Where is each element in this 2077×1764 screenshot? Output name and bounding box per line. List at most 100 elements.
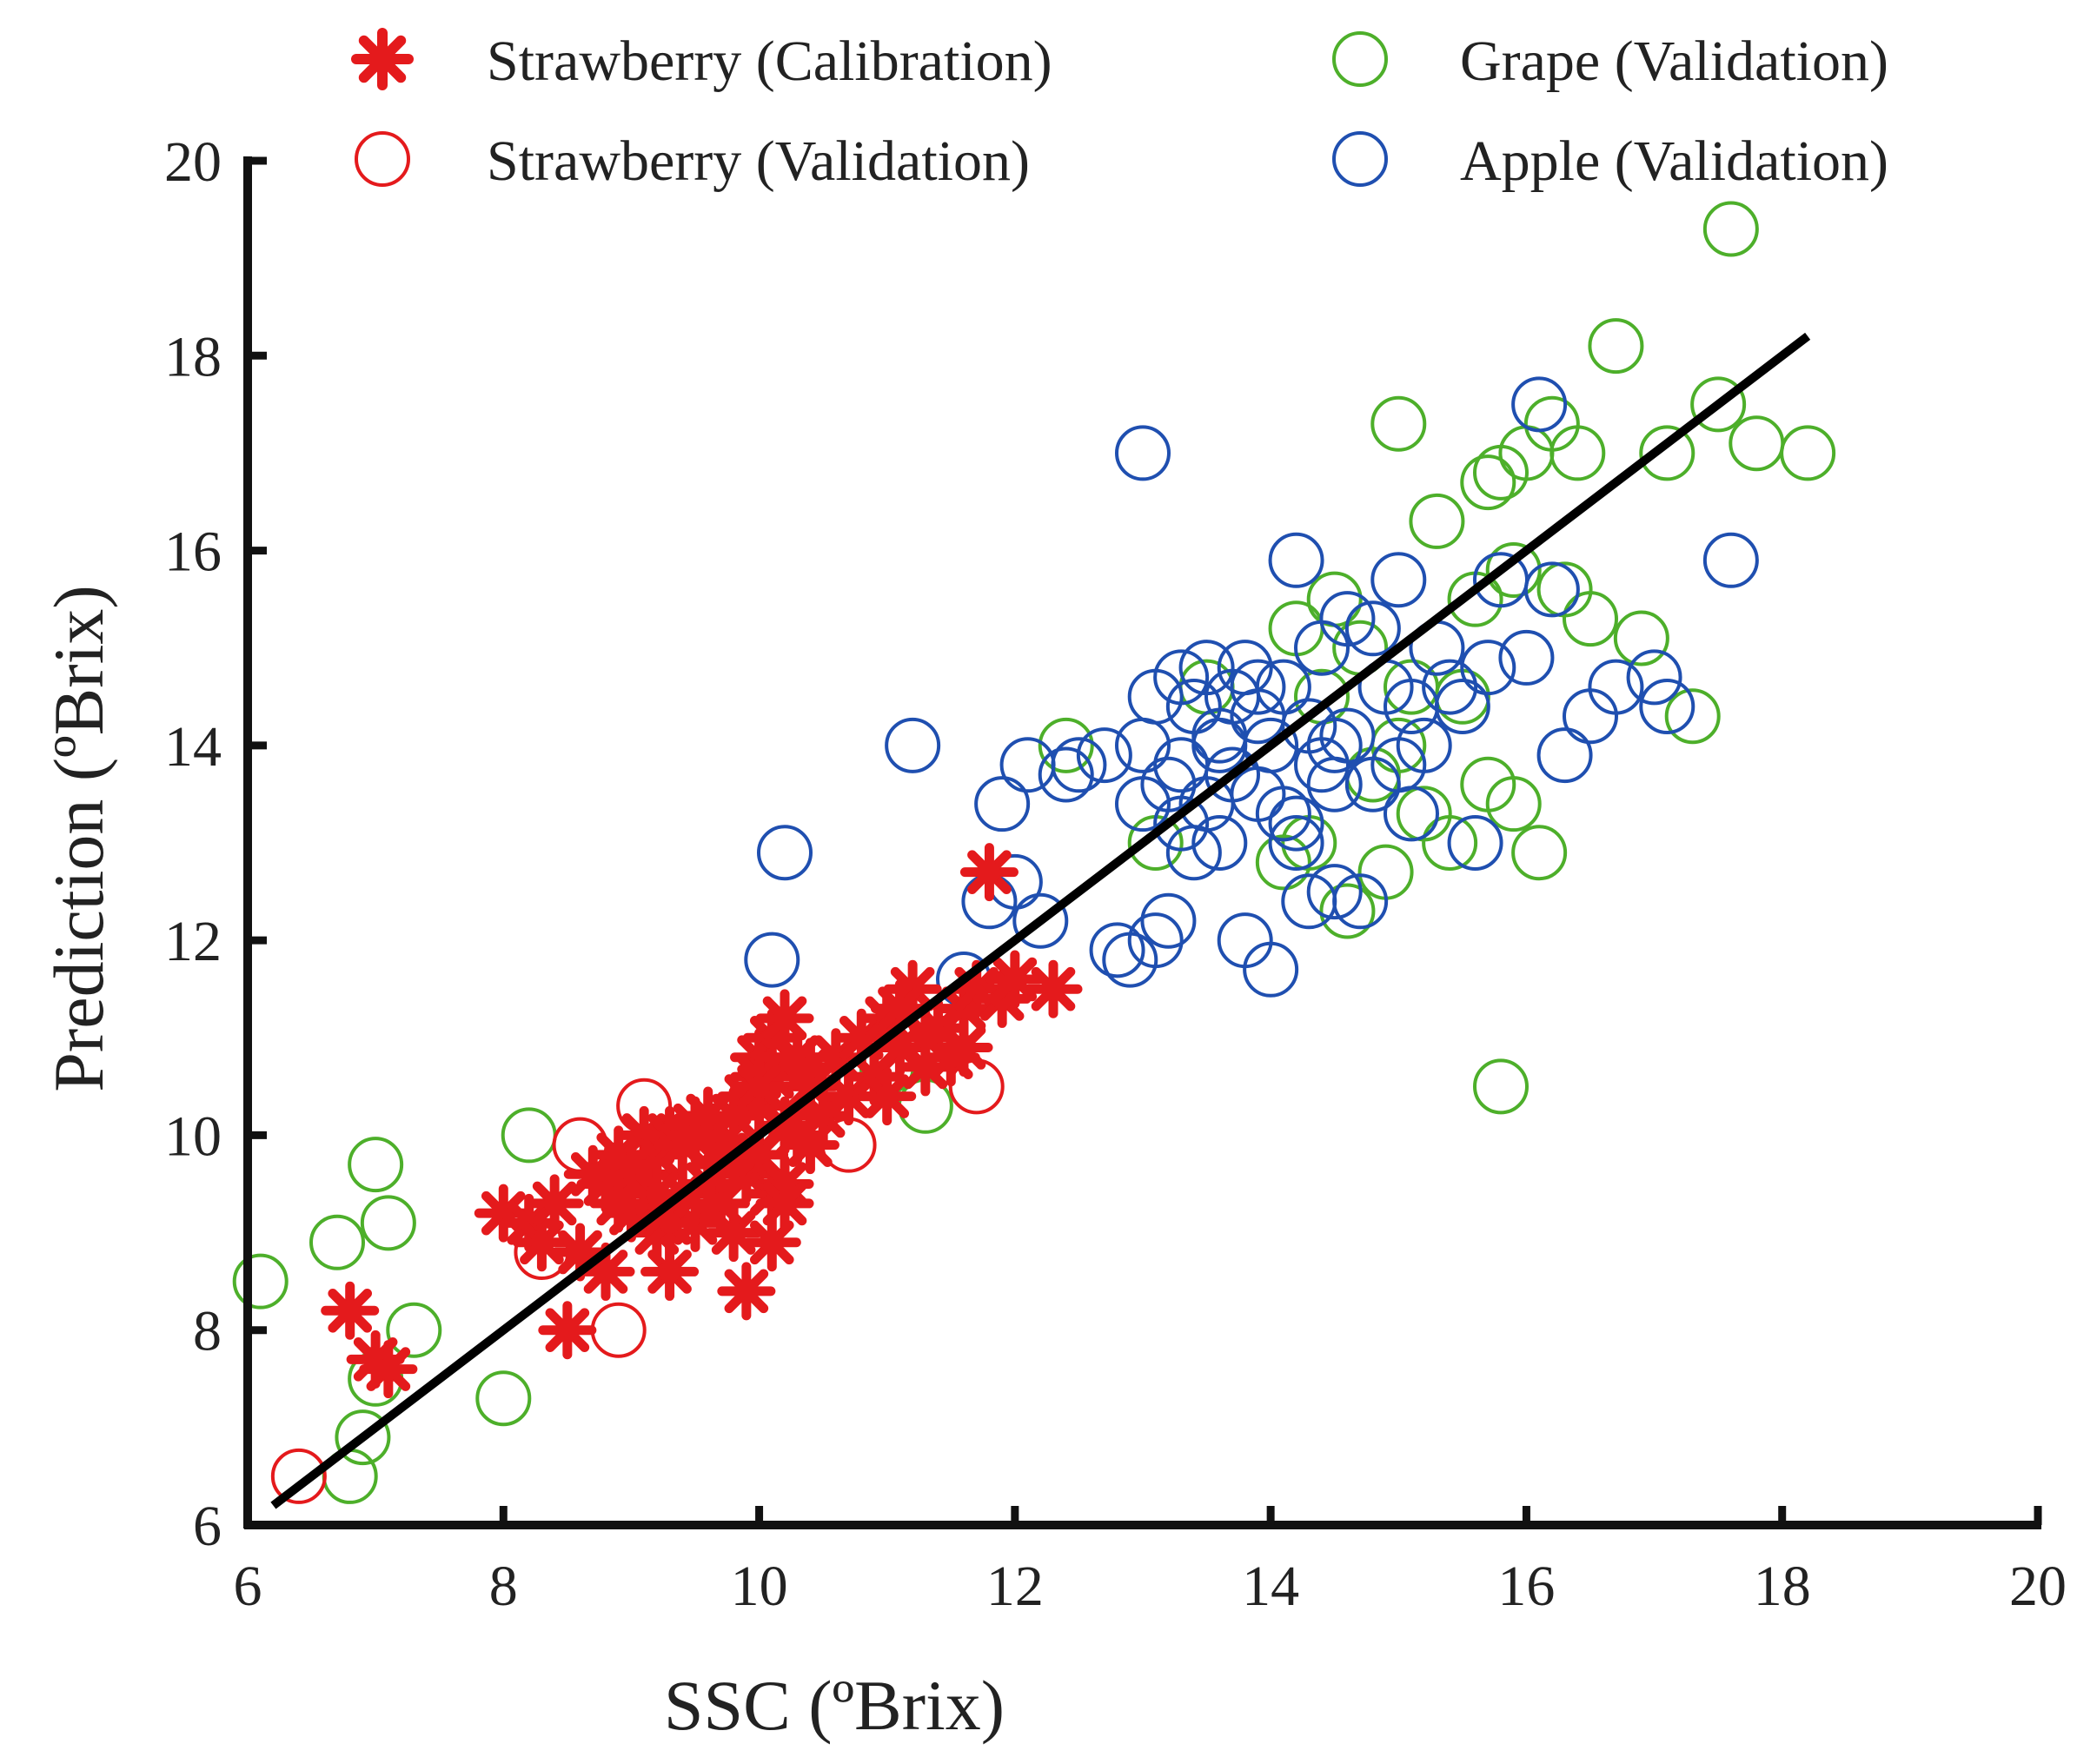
data-point (1690, 376, 1747, 433)
x-tick-label: 16 (1497, 1555, 1555, 1618)
legend-entry: Grape (Validation) (1332, 30, 1888, 93)
data-point (1191, 717, 1248, 773)
x-tick-label: 20 (2009, 1555, 2067, 1618)
data-point (1217, 912, 1273, 969)
data-point (1357, 844, 1414, 900)
data-point (1639, 425, 1695, 481)
data-point (1076, 727, 1132, 784)
data-point (1024, 959, 1083, 1018)
data-point (1255, 659, 1311, 715)
data-point (1384, 786, 1439, 842)
x-tick-label: 6 (234, 1555, 262, 1618)
data-point (1038, 717, 1094, 773)
series-1 (321, 843, 1083, 1399)
y-tick-label: 16 (164, 521, 222, 584)
legend-label: Grape (Validation) (1460, 30, 1888, 93)
data-point (475, 1370, 532, 1427)
data-point (1089, 922, 1145, 978)
data-point (1511, 825, 1568, 881)
data-point (1702, 532, 1759, 588)
series-3 (232, 201, 1836, 1504)
fit-line (270, 332, 1811, 1509)
y-tick-label: 8 (193, 1300, 222, 1363)
data-point (1563, 591, 1618, 647)
data-point (590, 1302, 647, 1358)
legend-marker (355, 131, 410, 187)
data-point (1153, 649, 1210, 706)
data-point (1780, 425, 1836, 481)
x-tick-label: 18 (1754, 1555, 1811, 1618)
data-point (717, 1262, 776, 1321)
legend-marker (1332, 131, 1388, 187)
data-point (1268, 532, 1324, 588)
data-point (704, 1204, 763, 1263)
legend-marker (351, 28, 414, 90)
axes (243, 156, 2042, 1529)
legend-entry: Strawberry (Calibration) (351, 28, 1052, 93)
data-point (1664, 688, 1721, 745)
data-point (1536, 561, 1593, 618)
data-point (1563, 688, 1618, 745)
y-tick-label: 10 (164, 1104, 222, 1168)
x-tick-label: 8 (489, 1555, 518, 1618)
data-point (755, 1174, 814, 1233)
data-point (1422, 659, 1478, 715)
data-point (309, 1214, 365, 1270)
data-point (1588, 659, 1644, 715)
data-point (1191, 707, 1248, 764)
legend-entry: Apple (Validation) (1332, 129, 1888, 193)
data-point (525, 1174, 584, 1233)
data-point (1511, 376, 1568, 433)
data-point (742, 1213, 801, 1272)
data-point (1319, 883, 1376, 939)
data-point (1422, 815, 1478, 871)
data-point (1051, 737, 1107, 793)
data-point (1038, 746, 1094, 803)
data-point (974, 776, 1031, 832)
x-tick-label: 10 (731, 1555, 788, 1618)
data-point (1115, 717, 1171, 773)
data-point (335, 1409, 391, 1466)
y-tick-label: 18 (164, 325, 222, 388)
data-point (1485, 776, 1542, 832)
y-tick-label: 6 (193, 1495, 222, 1558)
legend-entry: Strawberry (Validation) (355, 129, 1030, 193)
series-layer (232, 201, 1836, 1504)
legend-label: Strawberry (Calibration) (487, 30, 1052, 93)
data-point (538, 1301, 597, 1360)
data-point (1127, 912, 1184, 969)
data-point (1217, 640, 1273, 696)
data-point (270, 1448, 327, 1504)
data-point (858, 1067, 917, 1126)
data-point (1268, 795, 1324, 852)
data-point (1306, 864, 1363, 920)
data-point (934, 1018, 993, 1077)
y-tick-label: 20 (164, 130, 222, 194)
data-point (1549, 425, 1606, 481)
data-point (1626, 649, 1682, 706)
data-point (1460, 454, 1516, 511)
data-point (1191, 815, 1248, 871)
data-point (1434, 679, 1490, 734)
data-point (870, 979, 929, 1038)
data-point (1370, 395, 1427, 452)
data-point (501, 1107, 557, 1164)
data-point (232, 1253, 289, 1310)
data-point (359, 1340, 418, 1399)
data-point (1396, 717, 1452, 773)
data-point (1344, 756, 1401, 812)
data-point (1523, 561, 1580, 618)
data-point (1447, 815, 1503, 871)
data-point (601, 1135, 660, 1194)
data-point (1319, 591, 1376, 647)
fit-line-layer (270, 332, 1811, 1509)
data-point (1115, 776, 1171, 832)
y-axis-label: Prediction (ºBrix) (39, 585, 118, 1091)
data-point (730, 1057, 789, 1116)
data-point (1498, 629, 1555, 686)
data-point (1370, 552, 1427, 608)
legend-marker (1332, 31, 1388, 87)
series-4 (744, 376, 1759, 1007)
